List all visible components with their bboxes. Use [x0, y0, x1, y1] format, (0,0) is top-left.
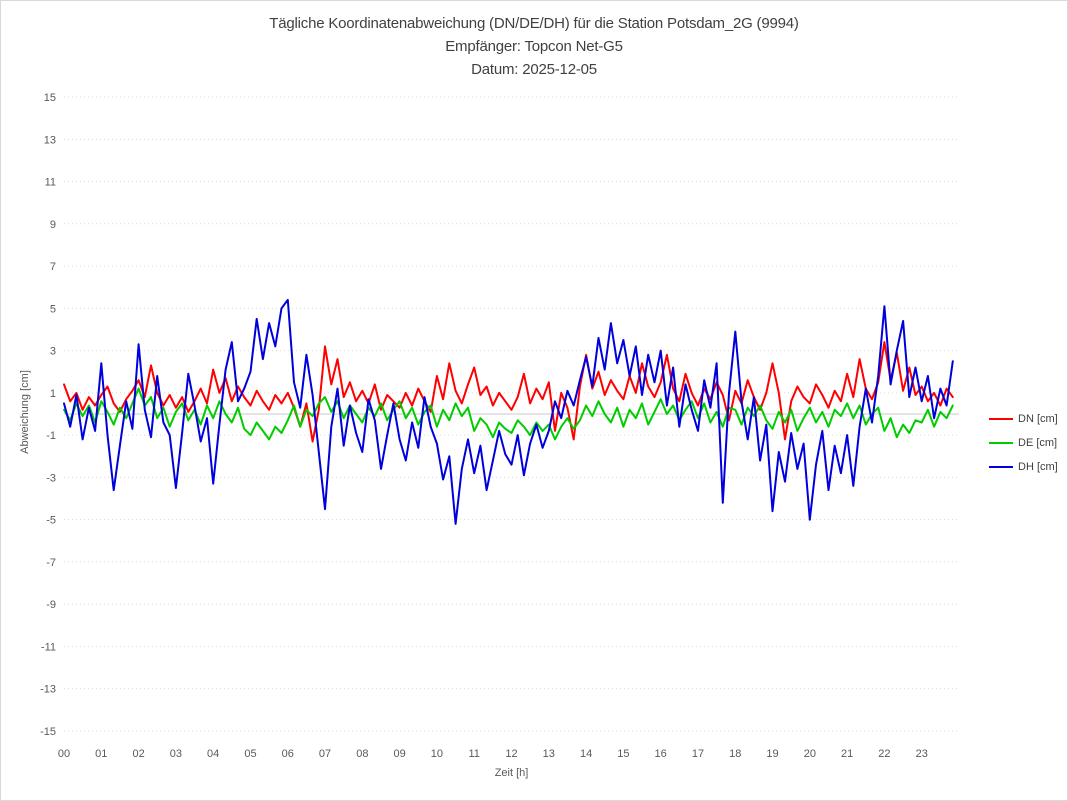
x-tick-label-15: 15: [617, 748, 629, 760]
y-tick-label--11: -11: [41, 641, 56, 653]
legend-item-dn: DN [cm]: [989, 407, 1058, 431]
chart-title-line2: Empfänger: Topcon Net-G5: [445, 38, 623, 55]
y-tick-label-3: 3: [50, 346, 56, 358]
dn-line-sample-icon: [989, 418, 1013, 420]
x-tick-label-20: 20: [804, 748, 816, 760]
x-tick-label-10: 10: [431, 748, 443, 760]
x-tick-label-22: 22: [878, 748, 890, 760]
x-tick-label-07: 07: [319, 748, 331, 760]
y-tick-label--15: -15: [40, 726, 56, 738]
chart-title-line1: Tägliche Koordinatenabweichung (DN/DE/DH…: [269, 15, 799, 32]
y-tick-label-7: 7: [50, 261, 56, 273]
legend-item-de: DE [cm]: [989, 431, 1058, 455]
legend-label-dn: DN [cm]: [1018, 413, 1058, 425]
y-tick-label--13: -13: [40, 684, 56, 696]
x-tick-label-12: 12: [505, 748, 517, 760]
y-tick-label-9: 9: [50, 219, 56, 231]
y-tick-label--9: -9: [46, 599, 56, 611]
y-tick-label-13: 13: [44, 134, 56, 146]
x-tick-label-16: 16: [655, 748, 667, 760]
y-tick-label--7: -7: [46, 557, 56, 569]
y-tick-label-5: 5: [50, 303, 56, 315]
chart-title: Tägliche Koordinatenabweichung (DN/DE/DH…: [1, 12, 1067, 81]
legend-label-dh: DH [cm]: [1018, 461, 1058, 473]
x-tick-label-11: 11: [468, 748, 479, 760]
x-tick-label-01: 01: [95, 748, 107, 760]
x-tick-label-00: 00: [58, 748, 70, 760]
x-tick-label-17: 17: [692, 748, 704, 760]
x-tick-label-08: 08: [356, 748, 368, 760]
y-tick-label--1: -1: [46, 430, 56, 442]
x-tick-label-03: 03: [170, 748, 182, 760]
series-line-de: [63, 387, 954, 441]
legend-item-dh: DH [cm]: [989, 455, 1058, 479]
x-tick-label-04: 04: [207, 748, 219, 760]
y-tick-label-15: 15: [44, 92, 56, 104]
de-line-sample-icon: [989, 442, 1013, 444]
y-axis-title: Abweichung [cm]: [19, 370, 31, 454]
series-line-dn: [63, 341, 954, 443]
x-tick-label-13: 13: [543, 748, 555, 760]
y-tick-label-1: 1: [50, 388, 56, 400]
y-tick-label--5: -5: [46, 515, 56, 527]
x-tick-label-06: 06: [282, 748, 294, 760]
x-tick-label-05: 05: [244, 748, 256, 760]
dh-line-sample-icon: [989, 466, 1013, 468]
legend-label-de: DE [cm]: [1018, 437, 1058, 449]
x-tick-label-21: 21: [841, 748, 853, 760]
x-tick-label-23: 23: [916, 748, 928, 760]
x-tick-label-02: 02: [132, 748, 144, 760]
x-tick-label-09: 09: [394, 748, 406, 760]
x-tick-label-14: 14: [580, 748, 592, 760]
series-line-dh: [63, 298, 954, 525]
x-axis-title: Zeit [h]: [494, 767, 529, 779]
legend: DN [cm] DE [cm] DH [cm]: [989, 407, 1058, 479]
chart-title-line3: Datum: 2025-12-05: [471, 61, 597, 78]
x-tick-label-19: 19: [766, 748, 778, 760]
y-tick-label--3: -3: [46, 472, 56, 484]
x-tick-label-18: 18: [729, 748, 741, 760]
y-tick-label-11: 11: [45, 177, 56, 189]
